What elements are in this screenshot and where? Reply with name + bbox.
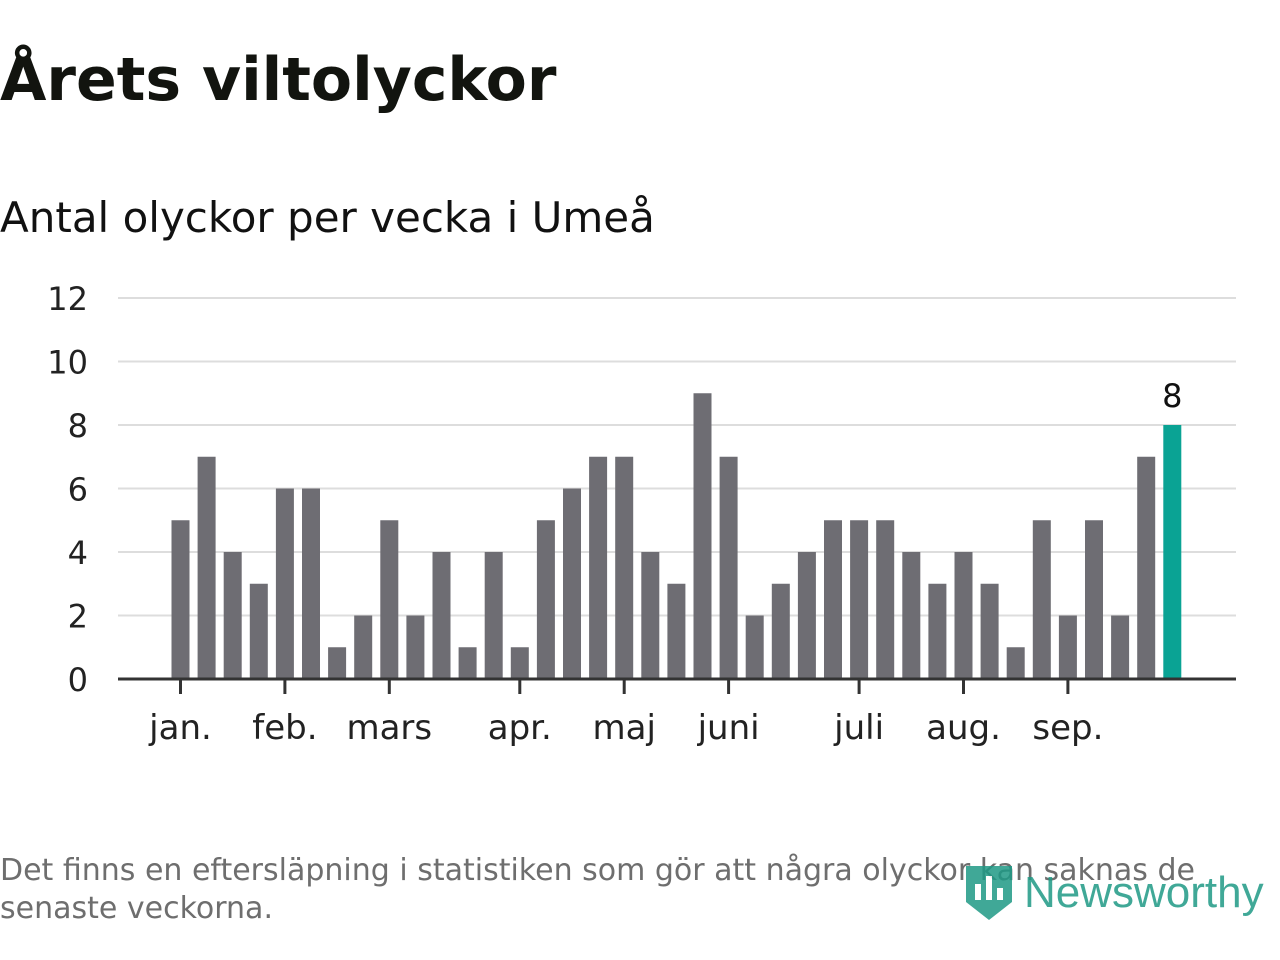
bar: [824, 520, 842, 679]
x-axis-tick-labels: jan. feb. mars apr. maj juni juli aug. sep.: [148, 708, 1103, 748]
bar: [641, 552, 660, 679]
bar: [275, 488, 294, 679]
bar: [954, 552, 973, 679]
bar: [354, 615, 373, 679]
newsworthy-logo-icon: [966, 866, 1012, 920]
bar: [797, 552, 816, 679]
bar: [302, 488, 320, 679]
bar: [1006, 647, 1025, 679]
brand-name: Newsworthy: [1024, 868, 1264, 917]
bar: [902, 552, 921, 679]
bar: [249, 583, 268, 679]
bar: [1085, 520, 1103, 679]
bar: [458, 647, 477, 679]
x-tick-label: jan.: [148, 708, 212, 748]
bar: [693, 393, 712, 679]
bar: [745, 615, 764, 679]
y-tick-label: 8: [68, 407, 88, 445]
bar: [1058, 615, 1077, 679]
y-tick-label: 12: [47, 280, 88, 318]
bar: [536, 520, 555, 679]
y-tick-label: 2: [68, 598, 88, 636]
x-tick-label: juli: [833, 708, 884, 748]
bars: [171, 393, 1182, 679]
bar: [171, 520, 190, 679]
y-tick-label: 10: [47, 344, 88, 382]
bar: [380, 520, 399, 679]
chart-title: Årets viltolyckor: [0, 45, 557, 115]
y-tick-label: 6: [68, 471, 88, 509]
y-tick-label: 4: [68, 534, 88, 572]
bar: [928, 583, 947, 679]
bar: [510, 647, 529, 679]
bar: [406, 615, 425, 679]
x-axis: [118, 677, 1236, 694]
y-tick-label: 0: [68, 661, 88, 699]
bar: [1032, 520, 1051, 679]
bar: [615, 456, 634, 679]
bar: [432, 552, 451, 679]
bar: [719, 456, 738, 679]
bar: [484, 552, 503, 679]
bar: [771, 583, 790, 679]
bar: [223, 552, 242, 679]
newsworthy-logo: Newsworthy: [962, 858, 1264, 928]
data-labels: 8: [1162, 377, 1182, 415]
data-label-latest: 8: [1162, 377, 1182, 415]
bar: [667, 583, 686, 679]
bar: [1111, 615, 1130, 679]
x-tick-label: mars: [346, 708, 432, 748]
bar: [1137, 456, 1156, 679]
bar: [589, 456, 608, 679]
y-axis-tick-labels: 0 2 4 6 8 10 12: [47, 280, 88, 699]
x-tick-label: maj: [592, 708, 655, 748]
bar: [563, 488, 581, 679]
x-tick-label: feb.: [252, 708, 317, 748]
bar: [328, 647, 347, 679]
x-tick-label: sep.: [1032, 708, 1103, 748]
bar: [197, 456, 216, 679]
chart-subtitle: Antal olyckor per vecka i Umeå: [0, 193, 655, 242]
bar: [980, 583, 999, 679]
weekly-accidents-bar-chart: 0 2 4 6 8 10 12 jan. feb. mars apr. maj juni juli aug…: [47, 280, 1236, 748]
bar-highlight: [1163, 425, 1182, 679]
x-tick-label: aug.: [926, 708, 1001, 748]
x-tick-label: apr.: [488, 708, 552, 748]
bar: [876, 520, 895, 679]
bar: [850, 520, 869, 679]
x-tick-label: juni: [697, 708, 760, 748]
